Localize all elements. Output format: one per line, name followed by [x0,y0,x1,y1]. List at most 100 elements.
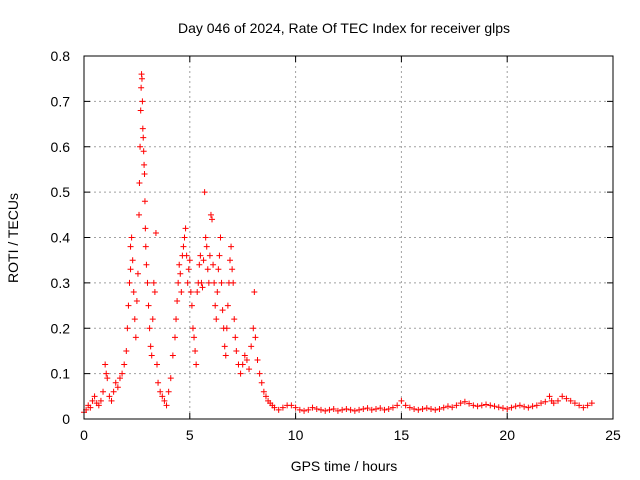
data-point-plus [141,198,148,205]
data-point-plus [246,366,253,373]
data-point-plus [237,370,244,377]
data-point-plus [133,298,140,305]
y-tick-label: 0.1 [51,366,71,382]
data-point-plus [466,400,473,407]
data-point-plus [588,400,595,407]
data-point-plus [213,316,220,323]
data-point-plus [103,370,110,377]
data-point-plus [343,406,350,413]
data-point-plus [124,325,131,332]
data-point-plus [202,234,209,241]
data-point-plus [228,243,235,250]
data-point-plus [533,402,540,409]
data-point-plus [108,397,115,404]
data-point-plus [207,211,214,218]
data-point-plus [339,406,346,413]
data-point-plus [529,403,536,410]
data-point-plus [181,234,188,241]
data-point-plus [428,406,435,413]
x-tick-label: 15 [394,427,410,443]
data-point-plus [171,334,178,341]
data-point-plus [199,284,206,291]
data-point-plus [177,270,184,277]
data-point-plus [251,288,258,295]
data-point-plus [406,404,413,411]
data-point-plus [394,402,401,409]
data-point-plus [138,84,145,91]
data-point-plus [292,404,299,411]
data-point-plus [205,279,212,286]
data-point-plus [262,393,269,400]
y-tick-label: 0.8 [51,48,71,64]
data-point-plus [95,402,102,409]
data-point-plus [218,279,225,286]
data-point-plus [184,279,191,286]
data-point-plus [389,404,396,411]
data-point-plus [128,234,135,241]
data-point-plus [538,400,545,407]
data-point-plus [317,406,324,413]
data-point-plus [271,404,278,411]
data-point-plus [516,402,523,409]
y-tick-label: 0 [62,411,70,427]
data-point-plus [125,302,132,309]
data-point-plus [211,279,218,286]
data-point-plus [142,225,149,232]
data-point-plus [114,384,121,391]
data-point-plus [279,404,286,411]
data-point-plus [554,397,561,404]
data-point-plus [127,266,134,273]
data-point-plus [360,406,367,413]
data-point-plus [347,406,354,413]
data-point-plus [136,211,143,218]
data-point-plus [356,406,363,413]
data-point-plus [495,404,502,411]
data-point-plus [191,334,198,341]
data-point-plus [377,405,384,412]
data-point-plus [275,406,282,413]
data-point-plus [411,406,418,413]
data-point-plus [216,252,223,259]
data-point-plus [155,379,162,386]
data-point-plus [508,404,515,411]
x-axis-label: GPS time / hours [291,458,398,474]
data-point-plus [256,370,263,377]
data-point-plus [106,393,113,400]
data-point-plus [91,393,98,400]
data-point-plus [140,134,147,141]
data-point-plus [546,393,553,400]
data-point-plus [144,279,151,286]
data-point-plus [134,270,141,277]
data-point-plus [313,406,320,413]
data-point-plus [252,334,259,341]
data-point-plus [112,379,119,386]
data-point-plus [89,397,96,404]
grid [84,56,613,419]
data-point-plus [381,406,388,413]
data-point-plus [157,388,164,395]
data-point-plus [239,361,246,368]
data-point-plus [288,402,295,409]
data-point-plus [542,398,549,405]
data-point-plus [580,404,587,411]
data-point-plus [186,257,193,264]
data-point-plus [130,288,137,295]
data-point-plus [231,316,238,323]
data-point-plus [180,243,187,250]
data-point-plus [457,400,464,407]
data-point-plus [200,257,207,264]
data-point-plus [250,325,257,332]
data-point-plus [222,352,229,359]
data-point-plus [487,402,494,409]
data-point-plus [474,403,481,410]
x-tick-label: 10 [288,427,304,443]
y-tick-label: 0.3 [51,275,71,291]
data-point-plus [148,352,155,359]
data-point-plus [398,397,405,404]
data-point-plus [385,406,392,413]
data-point-plus [478,402,485,409]
data-point-plus [241,352,248,359]
data-point-plus [223,325,230,332]
data-point-plus [143,261,150,268]
data-point-plus [110,388,117,395]
